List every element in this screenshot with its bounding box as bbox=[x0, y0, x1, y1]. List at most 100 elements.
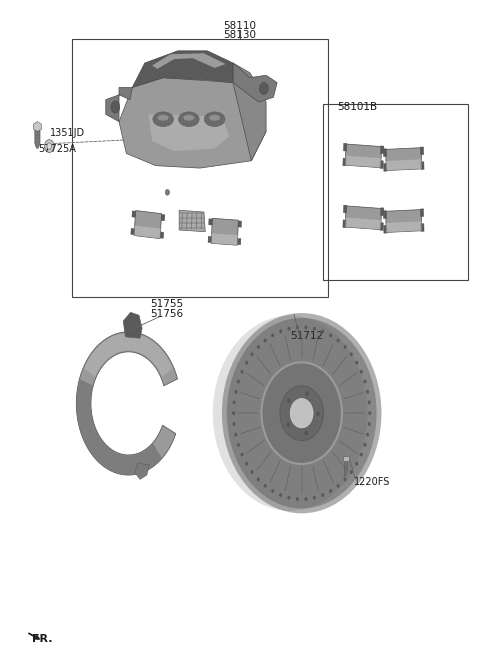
Polygon shape bbox=[238, 238, 241, 244]
Polygon shape bbox=[233, 63, 277, 102]
Ellipse shape bbox=[360, 453, 363, 457]
Polygon shape bbox=[233, 63, 266, 161]
Polygon shape bbox=[421, 223, 424, 231]
Polygon shape bbox=[384, 225, 387, 233]
Text: 58101B: 58101B bbox=[337, 102, 377, 112]
Polygon shape bbox=[384, 211, 386, 218]
Polygon shape bbox=[209, 219, 212, 225]
Polygon shape bbox=[106, 87, 132, 122]
Ellipse shape bbox=[305, 392, 309, 396]
Ellipse shape bbox=[279, 493, 282, 497]
Ellipse shape bbox=[240, 370, 243, 374]
Text: FR.: FR. bbox=[32, 633, 53, 644]
Ellipse shape bbox=[257, 345, 260, 349]
Ellipse shape bbox=[304, 325, 308, 329]
Text: 58130: 58130 bbox=[224, 30, 256, 40]
Ellipse shape bbox=[234, 390, 237, 394]
Ellipse shape bbox=[153, 112, 173, 127]
Polygon shape bbox=[132, 51, 233, 87]
Polygon shape bbox=[238, 221, 241, 227]
Ellipse shape bbox=[321, 329, 324, 333]
Ellipse shape bbox=[288, 495, 290, 499]
Ellipse shape bbox=[355, 361, 358, 365]
Ellipse shape bbox=[287, 422, 290, 427]
Polygon shape bbox=[385, 148, 422, 171]
Polygon shape bbox=[135, 463, 149, 480]
Polygon shape bbox=[380, 223, 384, 231]
Ellipse shape bbox=[355, 462, 358, 466]
Ellipse shape bbox=[257, 478, 260, 482]
Polygon shape bbox=[343, 456, 348, 461]
Ellipse shape bbox=[363, 380, 367, 384]
Polygon shape bbox=[161, 214, 165, 221]
Polygon shape bbox=[152, 53, 226, 69]
Polygon shape bbox=[132, 211, 135, 217]
Bar bbox=[72, 39, 328, 297]
Polygon shape bbox=[345, 156, 381, 168]
Polygon shape bbox=[119, 78, 266, 168]
Polygon shape bbox=[35, 127, 40, 148]
Ellipse shape bbox=[262, 363, 342, 464]
Polygon shape bbox=[211, 233, 238, 245]
Bar bbox=[323, 104, 468, 280]
Polygon shape bbox=[343, 220, 346, 228]
Ellipse shape bbox=[234, 432, 237, 436]
Text: 1220FS: 1220FS bbox=[354, 476, 390, 487]
Polygon shape bbox=[344, 461, 347, 476]
Ellipse shape bbox=[240, 453, 243, 457]
Ellipse shape bbox=[296, 325, 299, 329]
Text: 51755: 51755 bbox=[150, 299, 183, 309]
Ellipse shape bbox=[329, 333, 332, 337]
Ellipse shape bbox=[213, 315, 367, 511]
Polygon shape bbox=[385, 210, 422, 233]
Ellipse shape bbox=[264, 338, 267, 342]
Ellipse shape bbox=[336, 484, 340, 487]
Ellipse shape bbox=[271, 489, 274, 493]
Ellipse shape bbox=[304, 431, 308, 435]
Ellipse shape bbox=[288, 327, 290, 330]
Ellipse shape bbox=[321, 493, 324, 497]
Ellipse shape bbox=[350, 352, 353, 356]
Ellipse shape bbox=[245, 361, 248, 365]
Ellipse shape bbox=[245, 462, 248, 466]
Ellipse shape bbox=[329, 489, 332, 493]
Ellipse shape bbox=[280, 386, 324, 441]
Circle shape bbox=[47, 143, 52, 149]
Ellipse shape bbox=[336, 338, 340, 342]
Ellipse shape bbox=[233, 422, 236, 426]
Ellipse shape bbox=[313, 495, 316, 499]
Ellipse shape bbox=[287, 398, 290, 403]
Ellipse shape bbox=[264, 484, 267, 487]
Ellipse shape bbox=[251, 352, 253, 356]
Ellipse shape bbox=[237, 443, 240, 447]
Text: 51712: 51712 bbox=[290, 331, 323, 342]
Polygon shape bbox=[148, 114, 229, 151]
Ellipse shape bbox=[366, 432, 369, 436]
Ellipse shape bbox=[237, 380, 240, 384]
Ellipse shape bbox=[304, 497, 308, 501]
Polygon shape bbox=[343, 143, 347, 151]
Ellipse shape bbox=[251, 470, 253, 474]
Ellipse shape bbox=[344, 345, 347, 349]
Polygon shape bbox=[76, 332, 178, 475]
Polygon shape bbox=[33, 122, 41, 131]
Polygon shape bbox=[77, 379, 162, 474]
Ellipse shape bbox=[368, 411, 371, 415]
Ellipse shape bbox=[350, 470, 353, 474]
Ellipse shape bbox=[233, 401, 236, 404]
Ellipse shape bbox=[157, 115, 168, 121]
Ellipse shape bbox=[360, 370, 363, 374]
Polygon shape bbox=[380, 161, 384, 168]
Polygon shape bbox=[343, 158, 346, 166]
Ellipse shape bbox=[271, 333, 274, 337]
Polygon shape bbox=[420, 147, 424, 154]
Polygon shape bbox=[211, 218, 239, 245]
Ellipse shape bbox=[316, 412, 320, 416]
Polygon shape bbox=[160, 232, 164, 238]
Ellipse shape bbox=[368, 422, 371, 426]
Ellipse shape bbox=[224, 315, 379, 511]
Polygon shape bbox=[134, 210, 162, 238]
Ellipse shape bbox=[179, 112, 199, 127]
Ellipse shape bbox=[232, 411, 235, 415]
Polygon shape bbox=[134, 225, 161, 238]
